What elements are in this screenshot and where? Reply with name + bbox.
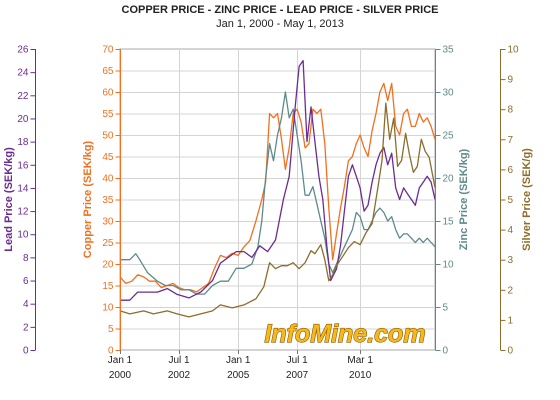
zinc-axis-tick-label: 0 — [443, 346, 449, 357]
lead-axis-tick-label: 8 — [23, 253, 29, 264]
chart-subtitle: Jan 1, 2000 - May 1, 2013 — [216, 18, 344, 30]
silver-axis-title: Silver Price (SEK/g) — [521, 148, 533, 251]
lead-axis-tick-label: 26 — [17, 45, 29, 56]
x-tick-label-year: 2005 — [227, 370, 250, 381]
copper-axis-tick-label: 60 — [102, 88, 114, 99]
chart-title: COPPER PRICE - ZINC PRICE - LEAD PRICE -… — [122, 4, 439, 16]
lead-axis-tick-label: 20 — [17, 114, 29, 125]
series-layer — [119, 59, 436, 318]
copper-axis-tick-label: 45 — [102, 152, 114, 163]
copper-axis-tick-label: 55 — [102, 109, 114, 120]
lead-axis-tick-label: 18 — [17, 137, 29, 148]
zinc-axis-tick-label: 30 — [443, 88, 455, 99]
silver-axis-tick-label: 1 — [508, 315, 514, 326]
lead-axis-title: Lead Price (SEK/kg) — [3, 147, 15, 252]
lead-axis-tick-label: 10 — [17, 230, 29, 241]
x-axis: Jan 1 2000 Jul 1 2002 Jan 1 2005 Jul 1 2007 Mar … — [108, 350, 373, 381]
x-tick-label-year: 2002 — [168, 370, 191, 381]
silver-axis-tick-label: 9 — [508, 75, 514, 86]
lead-axis-tick-label: 14 — [17, 183, 29, 194]
series-line-copper — [119, 82, 436, 293]
silver-axis-tick-label: 7 — [508, 135, 514, 146]
x-tick-label-month: Jan 1 — [108, 355, 133, 366]
lead-axis-tick-label: 6 — [23, 276, 29, 287]
grid — [119, 48, 436, 351]
copper-axis-title: Copper Price (SEK/kg) — [82, 140, 94, 258]
x-tick-label-month: Jul 1 — [287, 355, 309, 366]
lead-axis-tick-label: 4 — [23, 299, 29, 310]
lead-axis-tick-label: 16 — [17, 160, 29, 171]
series-line-silver — [119, 102, 436, 318]
copper-axis-tick-label: 10 — [102, 303, 114, 314]
lead-axis-tick-label: 24 — [17, 68, 29, 79]
copper-axis-tick-label: 65 — [102, 66, 114, 77]
silver-axis-tick-label: 8 — [508, 105, 514, 116]
watermark: InfoMine.com — [264, 320, 425, 348]
copper-axis-tick-label: 30 — [102, 217, 114, 228]
silver-axis-tick-label: 2 — [508, 285, 514, 296]
silver-axis-tick-label: 4 — [508, 225, 514, 236]
x-tick-label-month: Jul 1 — [168, 355, 190, 366]
zinc-axis-tick-label: 15 — [443, 217, 455, 228]
zinc-axis-tick-label: 25 — [443, 131, 455, 142]
series-line-zinc — [120, 91, 436, 295]
watermark-layer: InfoMine.com — [264, 319, 426, 348]
x-tick-label-month: Mar 1 — [347, 355, 373, 366]
zinc-axis-tick-label: 20 — [443, 174, 455, 185]
silver-axis-tick-label: 6 — [508, 165, 514, 176]
zinc-axis-tick-label: 5 — [443, 303, 449, 314]
silver-axis-tick-label: 0 — [508, 346, 514, 357]
zinc-axis-tick-label: 35 — [443, 45, 455, 56]
silver-axis-tick-label: 3 — [508, 255, 514, 266]
series-line-lead — [120, 59, 436, 301]
copper-axis-tick-label: 40 — [102, 174, 114, 185]
silver-axis-tick-label: 10 — [508, 45, 520, 56]
lead-axis-tick-label: 12 — [17, 207, 29, 218]
copper-axis-tick-label: 15 — [102, 281, 114, 292]
copper-axis-tick-label: 20 — [102, 260, 114, 271]
x-tick-label-year: 2007 — [286, 370, 309, 381]
copper-axis-tick-label: 50 — [102, 131, 114, 142]
lead-axis-tick-label: 22 — [17, 91, 29, 102]
copper-axis-tick-label: 35 — [102, 195, 114, 206]
x-tick-label-month: Jan 1 — [226, 355, 251, 366]
copper-axis-tick-label: 0 — [108, 346, 114, 357]
silver-axis-tick-label: 5 — [508, 195, 514, 206]
copper-axis-tick-label: 25 — [102, 238, 114, 249]
lead-axis-tick-label: 0 — [23, 346, 29, 357]
copper-axis-tick-label: 5 — [108, 324, 114, 335]
x-tick-label-year: 2000 — [109, 370, 132, 381]
zinc-axis-tick-label: 10 — [443, 260, 455, 271]
x-tick-label-year: 2010 — [349, 370, 372, 381]
lead-axis-tick-label: 2 — [23, 322, 29, 333]
zinc-axis-title: Zinc Price (SEK/kg) — [458, 148, 470, 250]
copper-axis-tick-label: 70 — [102, 45, 114, 56]
